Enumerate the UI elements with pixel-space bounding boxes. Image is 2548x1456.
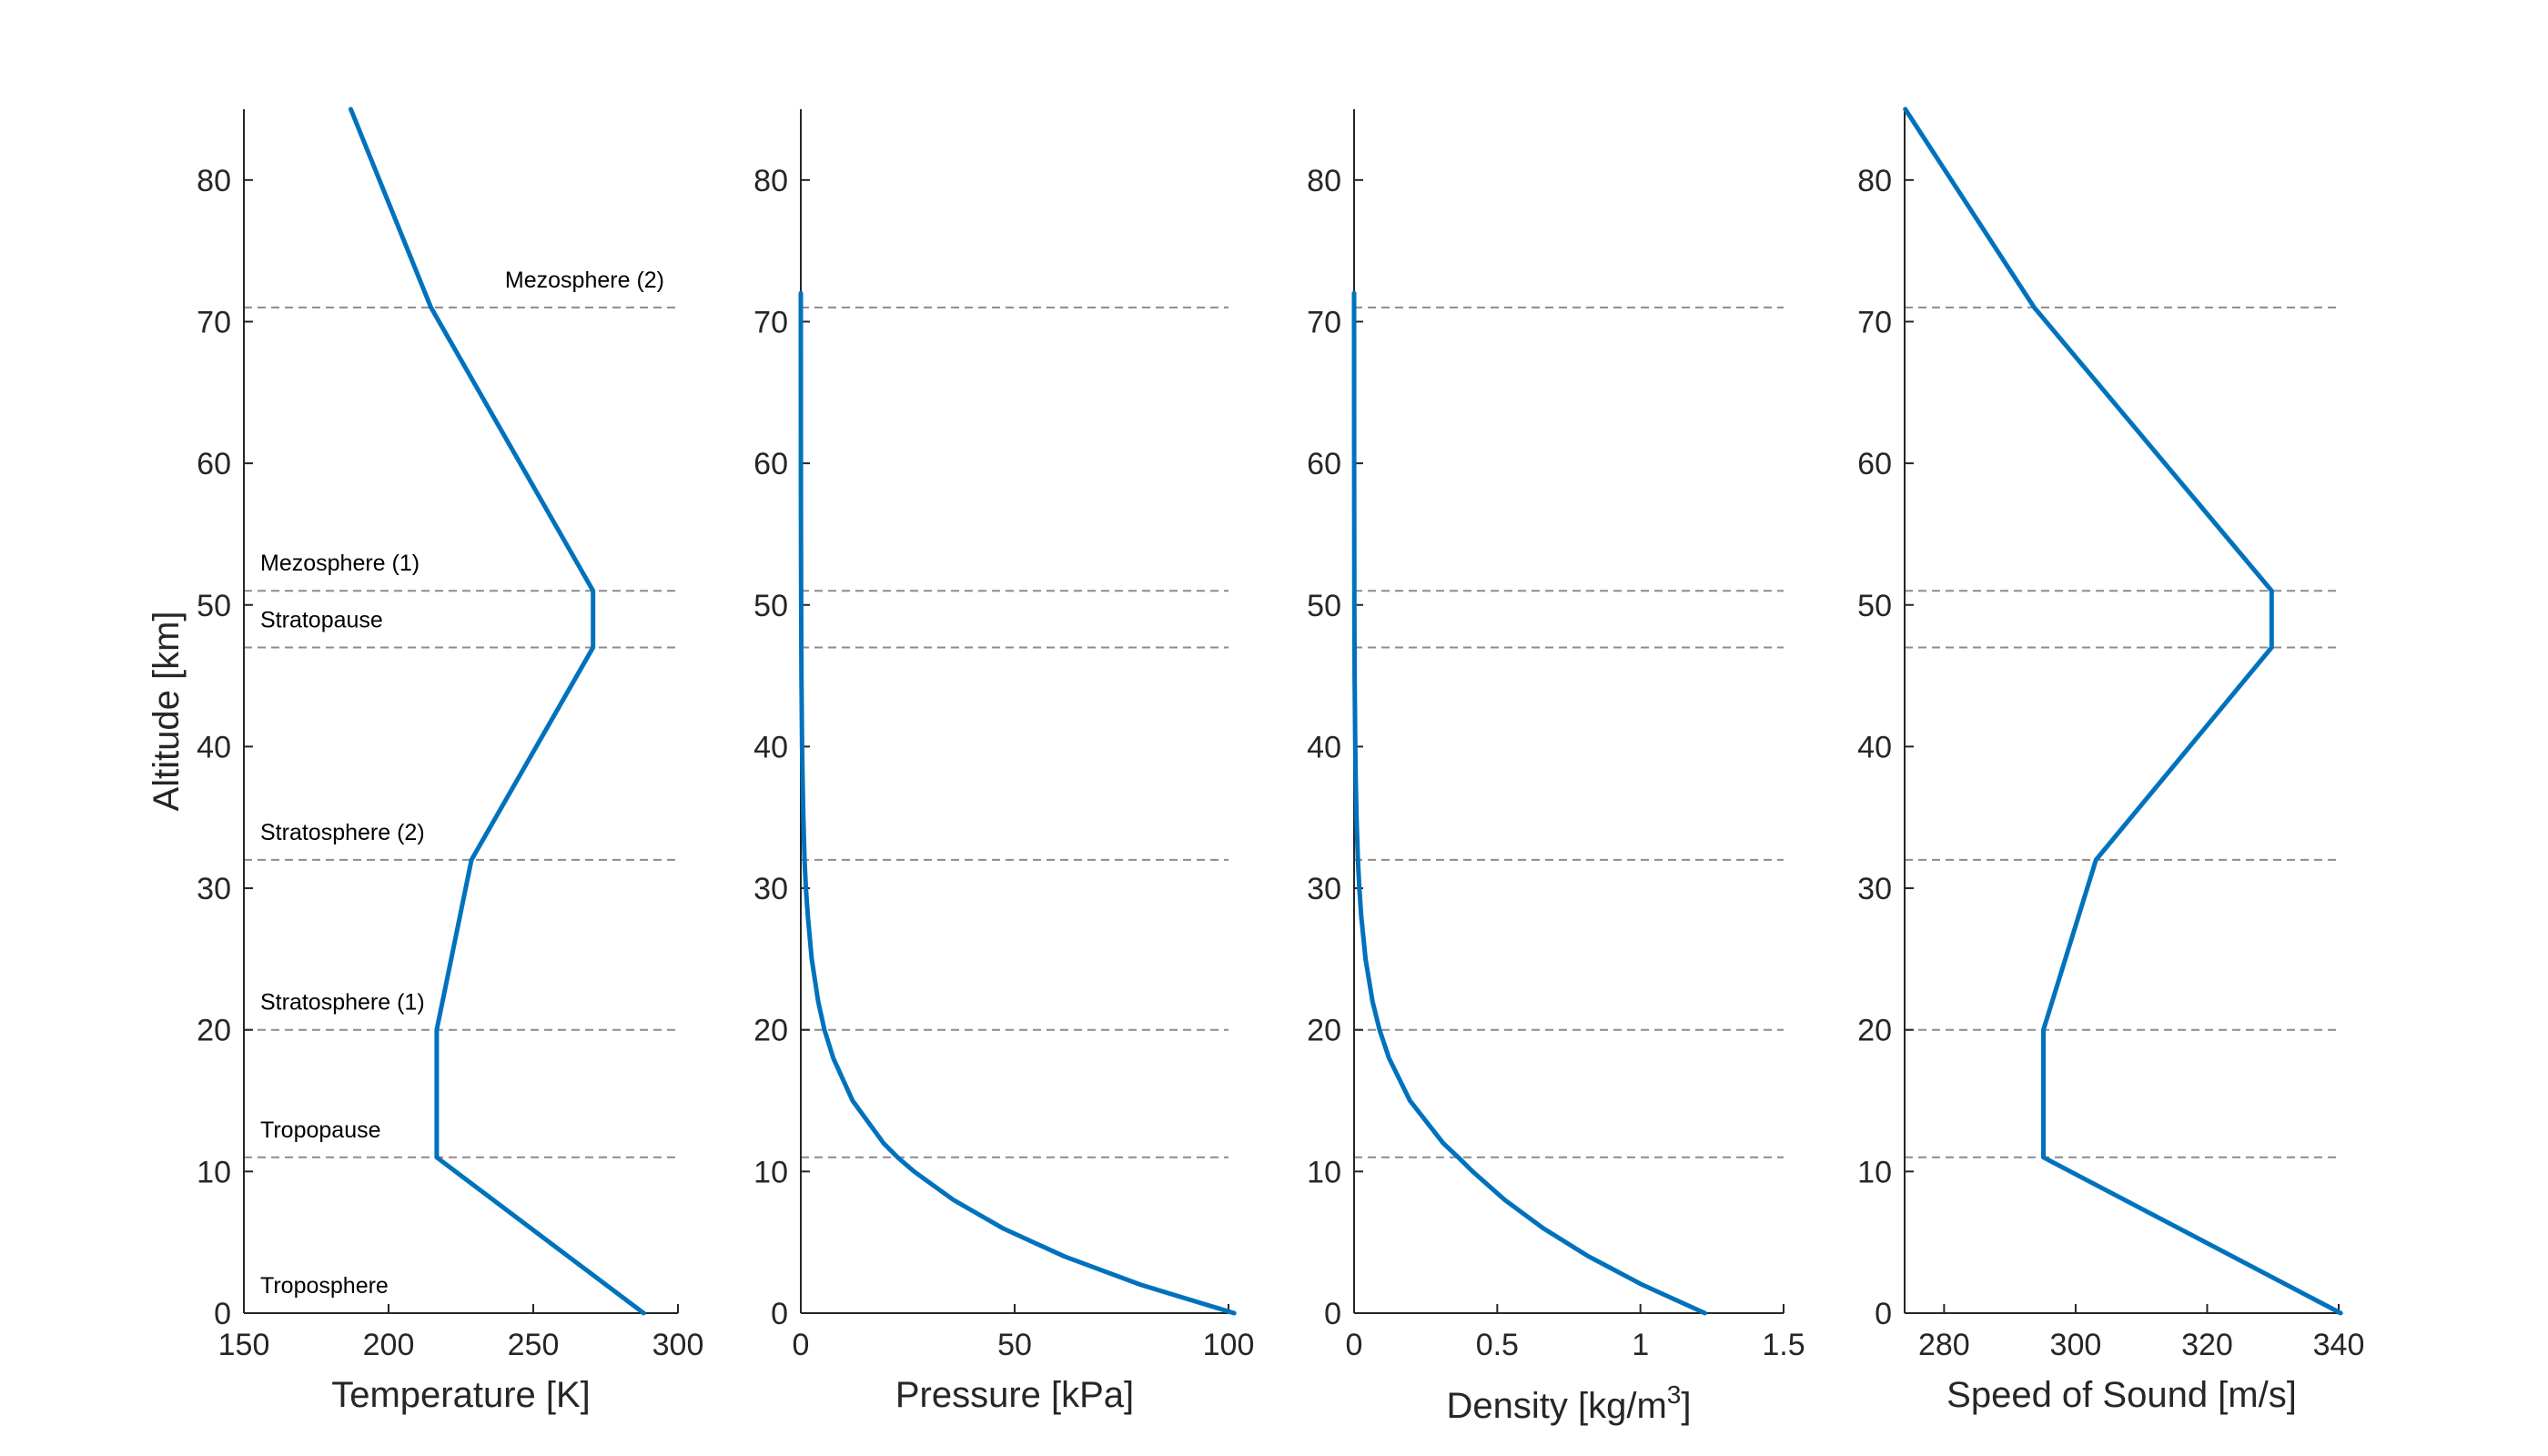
y-tick-label: 30	[197, 872, 231, 906]
y-tick-label: 70	[1857, 305, 1892, 339]
y-tick-label: 10	[1307, 1155, 1341, 1189]
y-tick-label: 60	[197, 447, 231, 481]
y-tick-label: 80	[1307, 164, 1341, 198]
y-tick-label: 10	[197, 1155, 231, 1189]
x-tick-label: 250	[508, 1328, 560, 1362]
y-tick-label: 50	[197, 589, 231, 623]
layer-label: Stratosphere (2)	[260, 820, 425, 845]
layer-label: Troposphere	[260, 1273, 389, 1299]
layer-label: Tropopause	[260, 1117, 381, 1143]
layer-label: Mezosphere (1)	[260, 551, 420, 576]
x-tick-label: 0	[1346, 1328, 1363, 1362]
y-tick-label: 0	[1324, 1297, 1341, 1331]
data-series-line	[1903, 106, 2343, 1316]
y-tick-label: 80	[753, 164, 788, 198]
y-tick-label: 20	[1307, 1014, 1341, 1048]
layer-label: Stratosphere (1)	[260, 990, 425, 1016]
y-tick-label: 0	[1875, 1297, 1892, 1331]
y-tick-label: 30	[1857, 872, 1892, 906]
y-tick-label: 80	[1857, 164, 1892, 198]
chart-panel-1: 150 200 250 300 0 10 20 30 40 50 60 70 80 Temperature…	[147, 106, 704, 1415]
x-tick-label: 320	[2181, 1328, 2233, 1362]
y-tick-label: 40	[197, 730, 231, 764]
x-axis-label: Speed of Sound [m/s]	[1946, 1375, 2297, 1415]
x-tick-label: 0.5	[1476, 1328, 1519, 1362]
x-axis-label: Temperature [K]	[331, 1375, 591, 1415]
y-tick-label: 60	[1307, 447, 1341, 481]
x-tick-label: 150	[218, 1328, 270, 1362]
layer-label: Stratopause	[260, 607, 383, 632]
chart-panel-3: 0 0.5 1 1.5 0 10 20 30 40 50 60 70 80 Density [kg/m3]	[1307, 109, 1805, 1426]
x-tick-label: 1.5	[1762, 1328, 1805, 1362]
y-tick-label: 20	[197, 1014, 231, 1048]
y-tick-label: 30	[753, 872, 788, 906]
data-series-line	[1351, 290, 1707, 1316]
x-tick-label: 50	[997, 1328, 1032, 1362]
layer-label: Mezosphere (2)	[505, 268, 664, 293]
y-axis-label: Altitude [km]	[147, 611, 187, 811]
x-axis-label: Pressure [kPa]	[895, 1375, 1134, 1415]
x-tick-label: 200	[363, 1328, 415, 1362]
y-tick-label: 80	[197, 164, 231, 198]
y-tick-label: 70	[197, 305, 231, 339]
y-tick-label: 60	[753, 447, 788, 481]
y-tick-label: 60	[1857, 447, 1892, 481]
y-tick-label: 50	[1857, 589, 1892, 623]
x-tick-label: 340	[2313, 1328, 2365, 1362]
y-tick-label: 20	[1857, 1014, 1892, 1048]
x-tick-label: 1	[1632, 1328, 1649, 1362]
y-tick-label: 20	[753, 1014, 788, 1048]
y-tick-label: 40	[1307, 730, 1341, 764]
y-tick-label: 70	[753, 305, 788, 339]
y-tick-label: 10	[753, 1155, 788, 1189]
y-tick-label: 40	[1857, 730, 1892, 764]
y-tick-label: 0	[771, 1297, 788, 1331]
chart-panel-2: 0 50 100 0 10 20 30 40 50 60 70 80 Pressure [kPa]	[753, 109, 1254, 1415]
y-tick-label: 50	[753, 589, 788, 623]
x-tick-label: 100	[1203, 1328, 1255, 1362]
y-tick-label: 0	[214, 1297, 231, 1331]
y-tick-label: 40	[753, 730, 788, 764]
data-series-line	[798, 290, 1237, 1316]
x-axis-label: Density [kg/m3]	[1447, 1380, 1692, 1426]
x-tick-label: 300	[2050, 1328, 2102, 1362]
data-series-line	[349, 106, 646, 1316]
x-tick-label: 280	[1918, 1328, 1970, 1362]
y-tick-label: 30	[1307, 872, 1341, 906]
x-tick-label: 300	[652, 1328, 704, 1362]
x-tick-label: 0	[793, 1328, 810, 1362]
chart-panel-4: 280 300 320 340 0 10 20 30 40 50 60 70 80 Speed of So…	[1857, 106, 2365, 1415]
y-tick-label: 70	[1307, 305, 1341, 339]
y-tick-label: 50	[1307, 589, 1341, 623]
y-tick-label: 10	[1857, 1155, 1892, 1189]
